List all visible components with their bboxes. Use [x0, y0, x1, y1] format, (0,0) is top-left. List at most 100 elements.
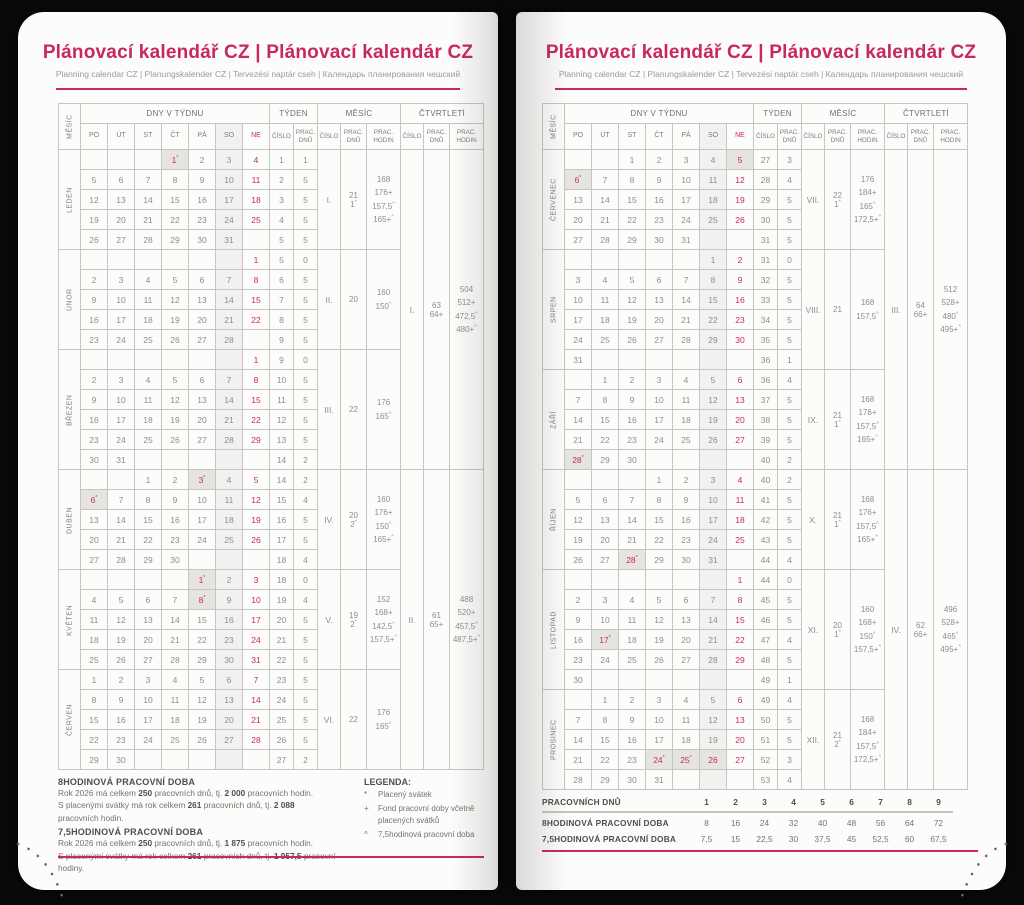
- week-number: 4: [269, 209, 294, 230]
- day-header-5: SO: [699, 123, 727, 150]
- days-group-header: DNY V TÝDNU: [564, 103, 754, 124]
- day-cell: 18: [161, 709, 189, 730]
- workdays-row-label: 8HODINOVÁ PRACOVNÍ DOBA: [542, 818, 669, 828]
- month-workhours: 160 150^: [366, 249, 401, 350]
- bottom-rule-left: [58, 856, 484, 858]
- week-row: 5 6 7 8 9 10 11 41 5: [543, 489, 968, 510]
- day-cell: 5: [188, 669, 216, 690]
- day-cell: 19: [161, 409, 189, 430]
- week-row: 17 18 19 20 21 22 23 34 5: [543, 309, 968, 330]
- month-workhours: 160 168+ 150^ 157,5+^: [850, 569, 885, 690]
- workdays-value: 52,5: [872, 834, 889, 844]
- quarter-workdays-header: PRAC. DNŮ: [907, 123, 934, 150]
- day-cell: 12: [618, 289, 646, 310]
- day-header-3: ČT: [645, 123, 673, 150]
- week-number: 10: [269, 369, 294, 390]
- week-number: 24: [269, 689, 294, 710]
- week-number: 11: [269, 389, 294, 410]
- day-cell: 20: [672, 629, 700, 650]
- week-number: 38: [753, 409, 778, 430]
- month-name: SRPEN: [542, 249, 565, 370]
- week-number: 18: [269, 569, 294, 590]
- quarter-workhours: 488 520+ 457,5^ 487,5+^: [449, 469, 484, 770]
- week-workdays: 5: [293, 389, 318, 410]
- day-cell: 3: [699, 469, 727, 490]
- day-cell: 19: [107, 629, 135, 650]
- week-row: 24 25 26 27 28 29 30 35 5: [543, 329, 968, 350]
- day-cell: 16: [618, 409, 646, 430]
- page-title: Plánovací kalendář CZ | Plánovací kalend…: [545, 42, 977, 63]
- legend-item: + Fond pracovní doby včetně placených svá…: [364, 803, 486, 827]
- day-cell: 10: [672, 169, 700, 190]
- worktime-line: S placenými svátky má rok celkem 261 pra…: [58, 800, 295, 823]
- week-number: 42: [753, 509, 778, 530]
- month-column-header: MĚSÍC: [542, 103, 565, 150]
- week-workdays: 5: [293, 629, 318, 650]
- day-header-5: SO: [215, 123, 243, 150]
- day-cell: 31: [672, 229, 700, 250]
- week-number: 7: [269, 289, 294, 310]
- day-cell: [699, 229, 727, 250]
- day-cell: 6: [726, 689, 754, 710]
- week-number: 44: [753, 569, 778, 590]
- week-number: 31: [753, 229, 778, 250]
- week-number: 39: [753, 429, 778, 450]
- day-cell: 15: [242, 389, 270, 410]
- day-cell: 25: [726, 529, 754, 550]
- day-cell: 25: [80, 649, 108, 670]
- header-sub-row: PO ÚT ST ČT PÁ SO NE ČÍSLO PRAC. DNŮ ČÍSLO PRAC. D…: [543, 123, 968, 150]
- day-cell: 28: [215, 429, 243, 450]
- week-number: 1: [269, 149, 294, 170]
- day-cell: 31: [699, 549, 727, 570]
- day-cell: 23: [215, 629, 243, 650]
- day-cell: [591, 249, 619, 270]
- week-row: 3 4 5 6 7 8 9 32 5: [543, 269, 968, 290]
- week-workdays: 2: [777, 449, 802, 470]
- day-cell: 16: [161, 509, 189, 530]
- week-workdays: 5: [293, 429, 318, 450]
- day-cell: 6: [188, 369, 216, 390]
- week-number: 3: [269, 189, 294, 210]
- day-cell: 11: [134, 389, 162, 410]
- day-cell: 13: [726, 709, 754, 730]
- day-cell: 7: [699, 589, 727, 610]
- week-workdays: 3: [777, 149, 802, 170]
- day-cell: 28: [215, 329, 243, 350]
- week-row: 19 20 21 22 23 24 25 4 5: [59, 209, 484, 230]
- day-cell: 4: [80, 589, 108, 610]
- worktime-summary: 8HODINOVÁ PRACOVNÍ DOBA Rok 2026 má celke…: [58, 774, 486, 875]
- day-cell: 25: [134, 329, 162, 350]
- day-cell: 10: [215, 169, 243, 190]
- week-group-header: TÝDEN: [269, 103, 318, 124]
- day-cell: 16: [672, 509, 700, 530]
- week-workdays: 0: [293, 349, 318, 370]
- month-number-header: ČÍSLO: [801, 123, 825, 150]
- day-cell: 16: [618, 729, 646, 750]
- day-cell: 13: [188, 389, 216, 410]
- day-cell: 19: [699, 729, 727, 750]
- month-name: ÚNOR: [58, 249, 81, 350]
- day-cell: 2: [80, 369, 108, 390]
- day-cell: 29: [726, 649, 754, 670]
- week-workdays: 5: [293, 369, 318, 390]
- quarter-number: I.: [400, 149, 424, 470]
- week-number: 29: [753, 189, 778, 210]
- day-cell: 2: [618, 369, 646, 390]
- day-cell: [699, 569, 727, 590]
- day-cell: 1*: [161, 149, 189, 170]
- week-workdays: 5: [293, 329, 318, 350]
- day-cell: 4: [618, 589, 646, 610]
- calendar-table-first-half: MĚSÍC DNY V TÝDNU TÝDEN MĚSÍC ČTVRTLETÍ PO ÚT S…: [58, 103, 484, 770]
- day-cell: 24: [134, 729, 162, 750]
- day-cell: 3: [107, 269, 135, 290]
- day-cell: 4: [591, 269, 619, 290]
- quarter-workdays-header: PRAC. DNŮ: [423, 123, 450, 150]
- month-workdays: 22: [340, 349, 367, 470]
- day-cell: 13: [726, 389, 754, 410]
- month-workhours-header: PRAC. HODIN: [850, 123, 885, 150]
- month-workdays: 22: [340, 669, 367, 770]
- header-sub-row: PO ÚT ST ČT PÁ SO NE ČÍSLO PRAC. DNŮ ČÍSLO PRAC. D…: [59, 123, 484, 150]
- week-workdays: 4: [777, 629, 802, 650]
- day-cell: [134, 449, 162, 470]
